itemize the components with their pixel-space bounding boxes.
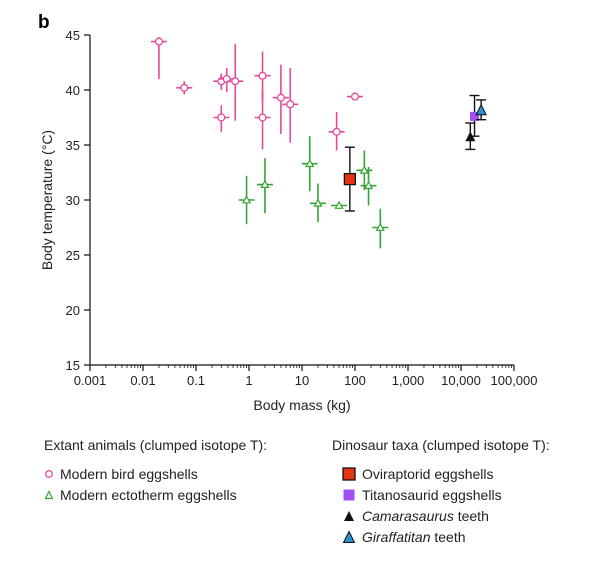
data-point <box>150 37 167 79</box>
filled-square-icon <box>343 489 355 500</box>
bird-marker <box>350 92 360 101</box>
legend-item-label: Modern ectotherm eggshells <box>60 486 237 503</box>
ectotherm-marker <box>313 198 323 207</box>
y-tick-label: 35 <box>66 138 80 153</box>
legend-item-label: Oviraptorid eggshells <box>362 465 494 482</box>
data-point <box>356 150 373 191</box>
y-tick-label: 20 <box>66 303 80 318</box>
x-tick-label: 100,000 <box>491 373 538 388</box>
triangle-marker <box>465 131 476 142</box>
square-marker <box>470 111 480 121</box>
panel-letter: b <box>38 12 50 33</box>
ectotherm-marker <box>359 165 369 174</box>
data-point <box>343 146 357 212</box>
x-tick-label: 0.01 <box>130 373 155 388</box>
y-tick-label: 45 <box>66 28 80 43</box>
series-oviraptorid-eggshells <box>343 146 357 212</box>
bird-marker <box>276 93 285 102</box>
data-point <box>256 158 273 214</box>
legend-item-bird: Modern bird eggshells <box>44 463 267 484</box>
bird-marker <box>154 37 164 46</box>
open-triangle-icon <box>44 489 54 499</box>
legend-item-titanosaurid: Titanosaurid eggshells <box>342 484 550 505</box>
legend-item-label: Giraffatitan teeth <box>362 528 466 545</box>
bird-marker <box>231 77 240 86</box>
x-tick-label: 100 <box>344 373 366 388</box>
x-tick-label: 10 <box>295 373 309 388</box>
filled-triangle-icon <box>344 510 354 521</box>
legend-item-oviraptorid: Oviraptorid eggshells <box>342 463 550 484</box>
ectotherm-marker <box>334 200 344 209</box>
legend-item-camarasaurus: Camarasaurus teeth <box>342 505 550 526</box>
y-tick-label: 25 <box>66 248 80 263</box>
data-point <box>331 200 348 209</box>
filled-triangle-icon <box>342 529 356 543</box>
triangle-marker <box>475 103 487 116</box>
data-point <box>272 64 289 134</box>
data-point <box>301 136 318 192</box>
data-point <box>213 105 230 132</box>
x-tick-label: 0.1 <box>187 373 205 388</box>
bird-marker <box>217 113 226 122</box>
data-point <box>465 122 476 151</box>
x-axis-title: Body mass (kg) <box>253 397 350 413</box>
bird-marker <box>180 83 189 92</box>
data-point <box>328 112 345 151</box>
bird-marker <box>286 100 295 109</box>
ectotherm-marker <box>375 222 385 231</box>
ectotherm-marker <box>260 179 270 188</box>
legend-item-label: Modern bird eggshells <box>60 465 198 482</box>
data-point <box>227 43 244 121</box>
legend-extant-heading: Extant animals (clumped isotope T): <box>44 437 268 453</box>
series-camarasaurus-teeth <box>465 122 476 151</box>
y-tick-label: 40 <box>66 83 80 98</box>
bird-marker <box>332 127 341 136</box>
series-modern-ectotherm-eggshells <box>238 136 389 249</box>
x-tick-label: 10,000 <box>441 373 481 388</box>
y-tick-label: 15 <box>66 358 80 373</box>
plot-area: 15 20 25 30 35 40 45 0.001 0.01 0.1 1 10 100 1,000 10,… <box>39 28 538 413</box>
ectotherm-marker <box>363 180 374 190</box>
legend-extant: Extant animals (clumped isotope T): Mode… <box>44 437 267 505</box>
ectotherm-marker <box>241 195 252 204</box>
y-axis-title: Body temperature (°C) <box>39 130 55 270</box>
legend-item-ectotherm: Modern ectotherm eggshells <box>44 484 267 505</box>
legend-item-giraffatitan: Giraffatitan teeth <box>342 526 550 547</box>
legend-dinosaur: Dinosaur taxa (clumped isotope T): Ovira… <box>332 437 550 547</box>
open-circle-icon <box>45 469 53 478</box>
data-point <box>475 99 487 121</box>
legend-dinosaur-heading: Dinosaur taxa (clumped isotope T): <box>332 437 550 453</box>
data-point <box>176 81 193 95</box>
ectotherm-marker <box>305 158 315 168</box>
filled-square-icon <box>342 466 356 481</box>
legend-item-label: Camarasaurus teeth <box>362 507 489 524</box>
data-point <box>282 68 299 143</box>
bird-marker <box>258 113 267 122</box>
data-point <box>360 167 377 206</box>
bird-marker <box>258 71 267 80</box>
data-point <box>347 92 363 101</box>
data-point <box>238 175 255 225</box>
series-modern-bird-eggshells <box>150 37 363 151</box>
data-point <box>254 90 271 150</box>
x-tick-label: 0.001 <box>74 373 107 388</box>
x-tick-label: 1 <box>245 373 252 388</box>
data-point <box>309 183 326 222</box>
series-giraffatitan-teeth <box>475 99 487 121</box>
legend-item-label: Titanosaurid eggshells <box>362 486 502 503</box>
square-marker <box>343 172 357 186</box>
data-point <box>372 208 389 249</box>
y-tick-label: 30 <box>66 193 80 208</box>
x-tick-label: 1,000 <box>392 373 425 388</box>
